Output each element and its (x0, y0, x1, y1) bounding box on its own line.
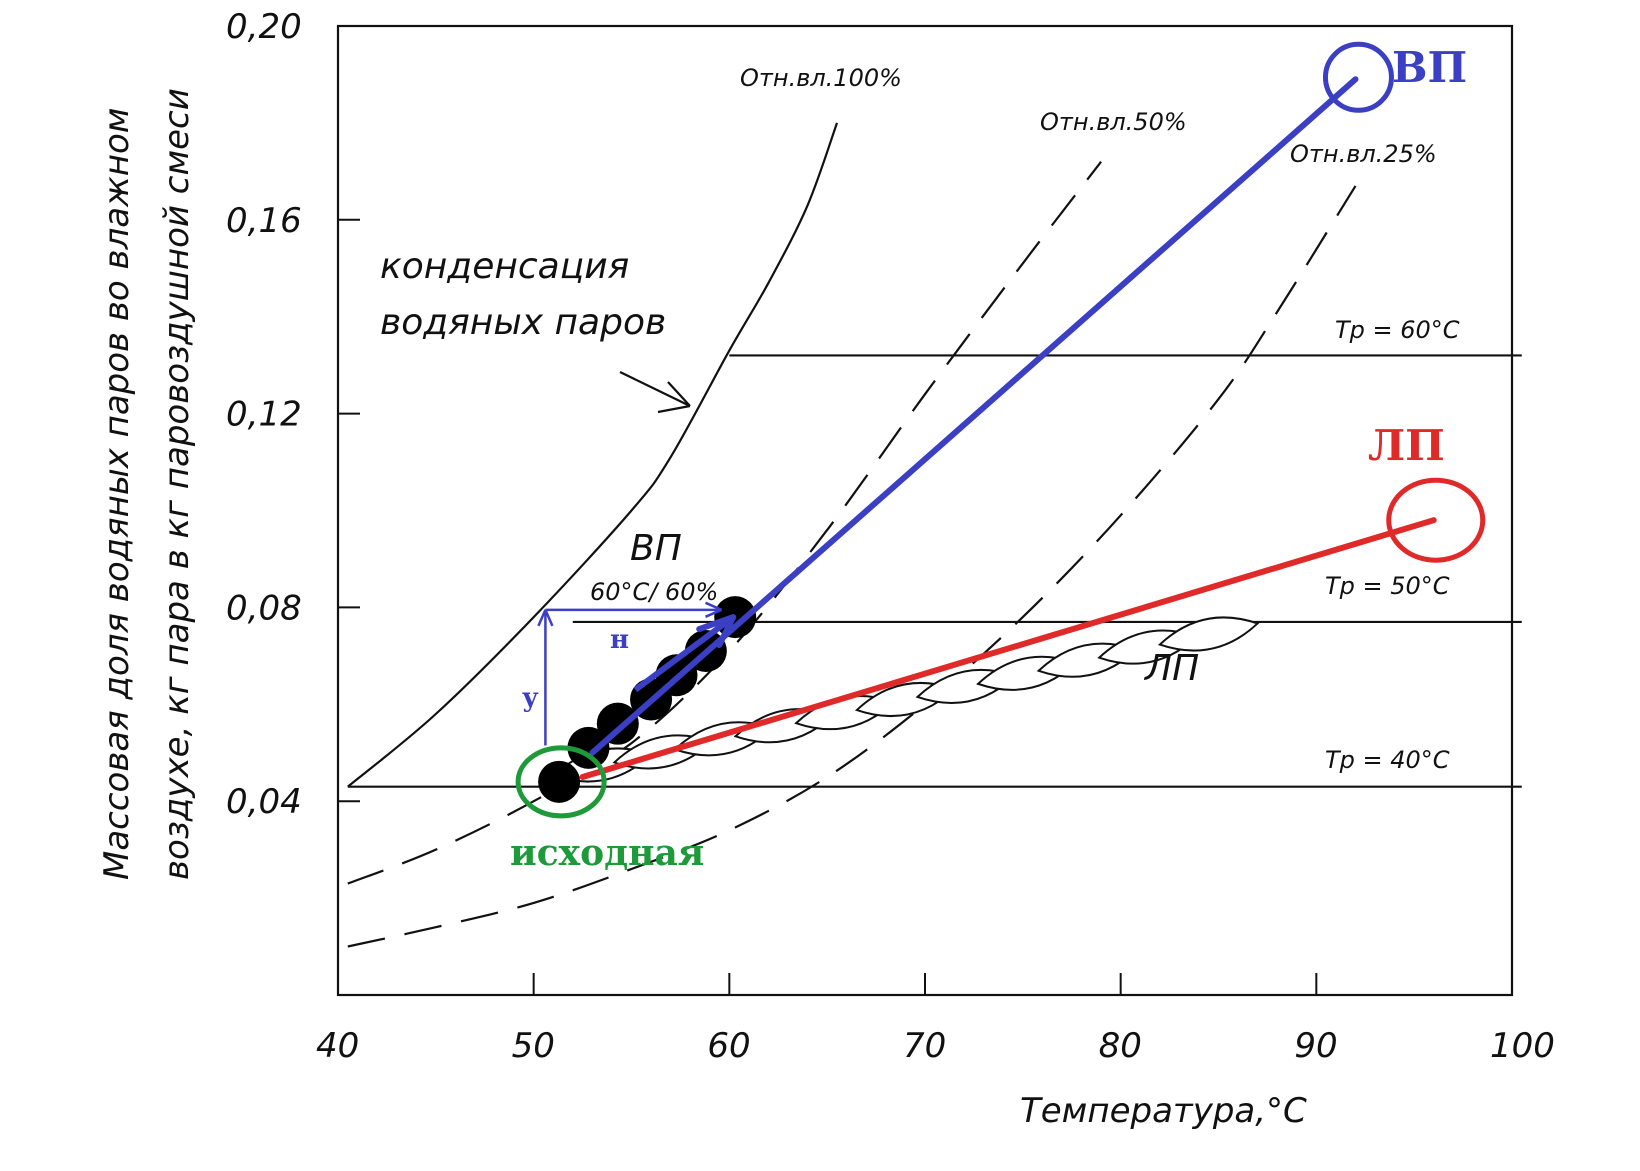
guide-vertical-arrowhead (537, 609, 554, 627)
humidity-50-label: Отн.вл.50% (1040, 108, 1187, 136)
y-tick-label: 0,08 (226, 588, 302, 628)
y-tick-label: 0,20 (226, 7, 302, 47)
y-tick-label: 0,16 (226, 201, 302, 241)
condensation-label-line-1: конденсация (380, 246, 629, 287)
dew-point-50-label: Tp = 50°C (1325, 572, 1450, 600)
vp-point (596, 702, 639, 745)
x-axis-title: Температура,°C (1020, 1091, 1307, 1131)
vp-end-label: ВП (1392, 43, 1467, 92)
process-line-0 (589, 76, 1359, 756)
dew-point-60-label: Tp = 60°C (1335, 316, 1460, 344)
start-point-circle (515, 745, 607, 819)
vp-arrow-head (696, 614, 737, 649)
humidity-curve-0 (347, 122, 839, 788)
y-tick-label: 0,04 (226, 782, 302, 822)
vp-point (538, 760, 581, 803)
humidity-curve-2 (347, 185, 1357, 948)
process-line-1 (579, 517, 1437, 780)
y-axis-title-line-2: воздухе, кг пара в кг паровоздушной смес… (157, 88, 197, 880)
dew-point-40-label: Tp = 40°C (1325, 746, 1450, 774)
humidity-100-label: Отн.вл.100% (740, 64, 902, 92)
humidity-25-label: Отн.вл.25% (1290, 140, 1437, 168)
condensation-label-line-2: водяных паров (380, 302, 666, 343)
lp-end-label: ЛП (1368, 421, 1445, 470)
vp-condition-label: 60°C/ 60% (590, 578, 718, 606)
vp-point (567, 726, 610, 769)
guide-horizontal-arrowhead (705, 601, 723, 618)
x-tick-label: 80 (1099, 1026, 1142, 1066)
start-point-label: исходная (510, 832, 704, 874)
vp-end-circle (1322, 41, 1394, 113)
vp-region-label: ВП (630, 528, 682, 569)
lp-leaf (1157, 616, 1260, 652)
lp-leaf-outline (1157, 616, 1260, 652)
guide-h-label: н (610, 625, 629, 655)
x-tick-label: 50 (512, 1026, 555, 1066)
x-tick-label: 90 (1294, 1026, 1337, 1066)
x-tick-label: 100 (1490, 1026, 1555, 1066)
x-tick-label: 60 (707, 1026, 750, 1066)
x-tick-label: 70 (903, 1026, 946, 1066)
x-tick-label: 40 (316, 1026, 359, 1066)
vp-arrow-shaft (633, 614, 736, 693)
condensation-arrow (619, 371, 691, 414)
y-axis-title-line-1: Массовая доля водяных паров во влажном (97, 108, 137, 880)
guide-y-label: у (522, 683, 539, 713)
lp-end-circle (1386, 477, 1486, 563)
lp-region-label: ЛП (1143, 648, 1199, 689)
y-tick-label: 0,12 (226, 395, 302, 435)
